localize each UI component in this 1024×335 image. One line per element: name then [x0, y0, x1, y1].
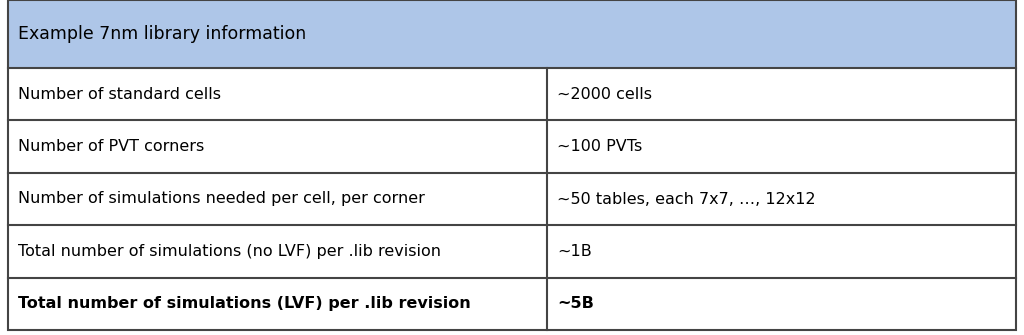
Bar — [8, 225, 1016, 278]
Text: Example 7nm library information: Example 7nm library information — [18, 25, 306, 43]
Text: Number of PVT corners: Number of PVT corners — [18, 139, 204, 154]
Text: ~50 tables, each 7x7, …, 12x12: ~50 tables, each 7x7, …, 12x12 — [557, 192, 816, 206]
Text: ~1B: ~1B — [557, 244, 592, 259]
Text: ~2000 cells: ~2000 cells — [557, 87, 652, 102]
Bar — [8, 0, 1016, 68]
Text: Number of standard cells: Number of standard cells — [18, 87, 221, 102]
Bar — [8, 173, 1016, 225]
Text: Number of simulations needed per cell, per corner: Number of simulations needed per cell, p… — [18, 192, 425, 206]
Bar — [8, 120, 1016, 173]
Text: Total number of simulations (LVF) per .lib revision: Total number of simulations (LVF) per .l… — [18, 296, 471, 311]
Text: ~5B: ~5B — [557, 296, 594, 311]
Text: Total number of simulations (no LVF) per .lib revision: Total number of simulations (no LVF) per… — [18, 244, 441, 259]
Bar — [8, 278, 1016, 330]
Text: ~100 PVTs: ~100 PVTs — [557, 139, 642, 154]
Bar — [8, 68, 1016, 120]
